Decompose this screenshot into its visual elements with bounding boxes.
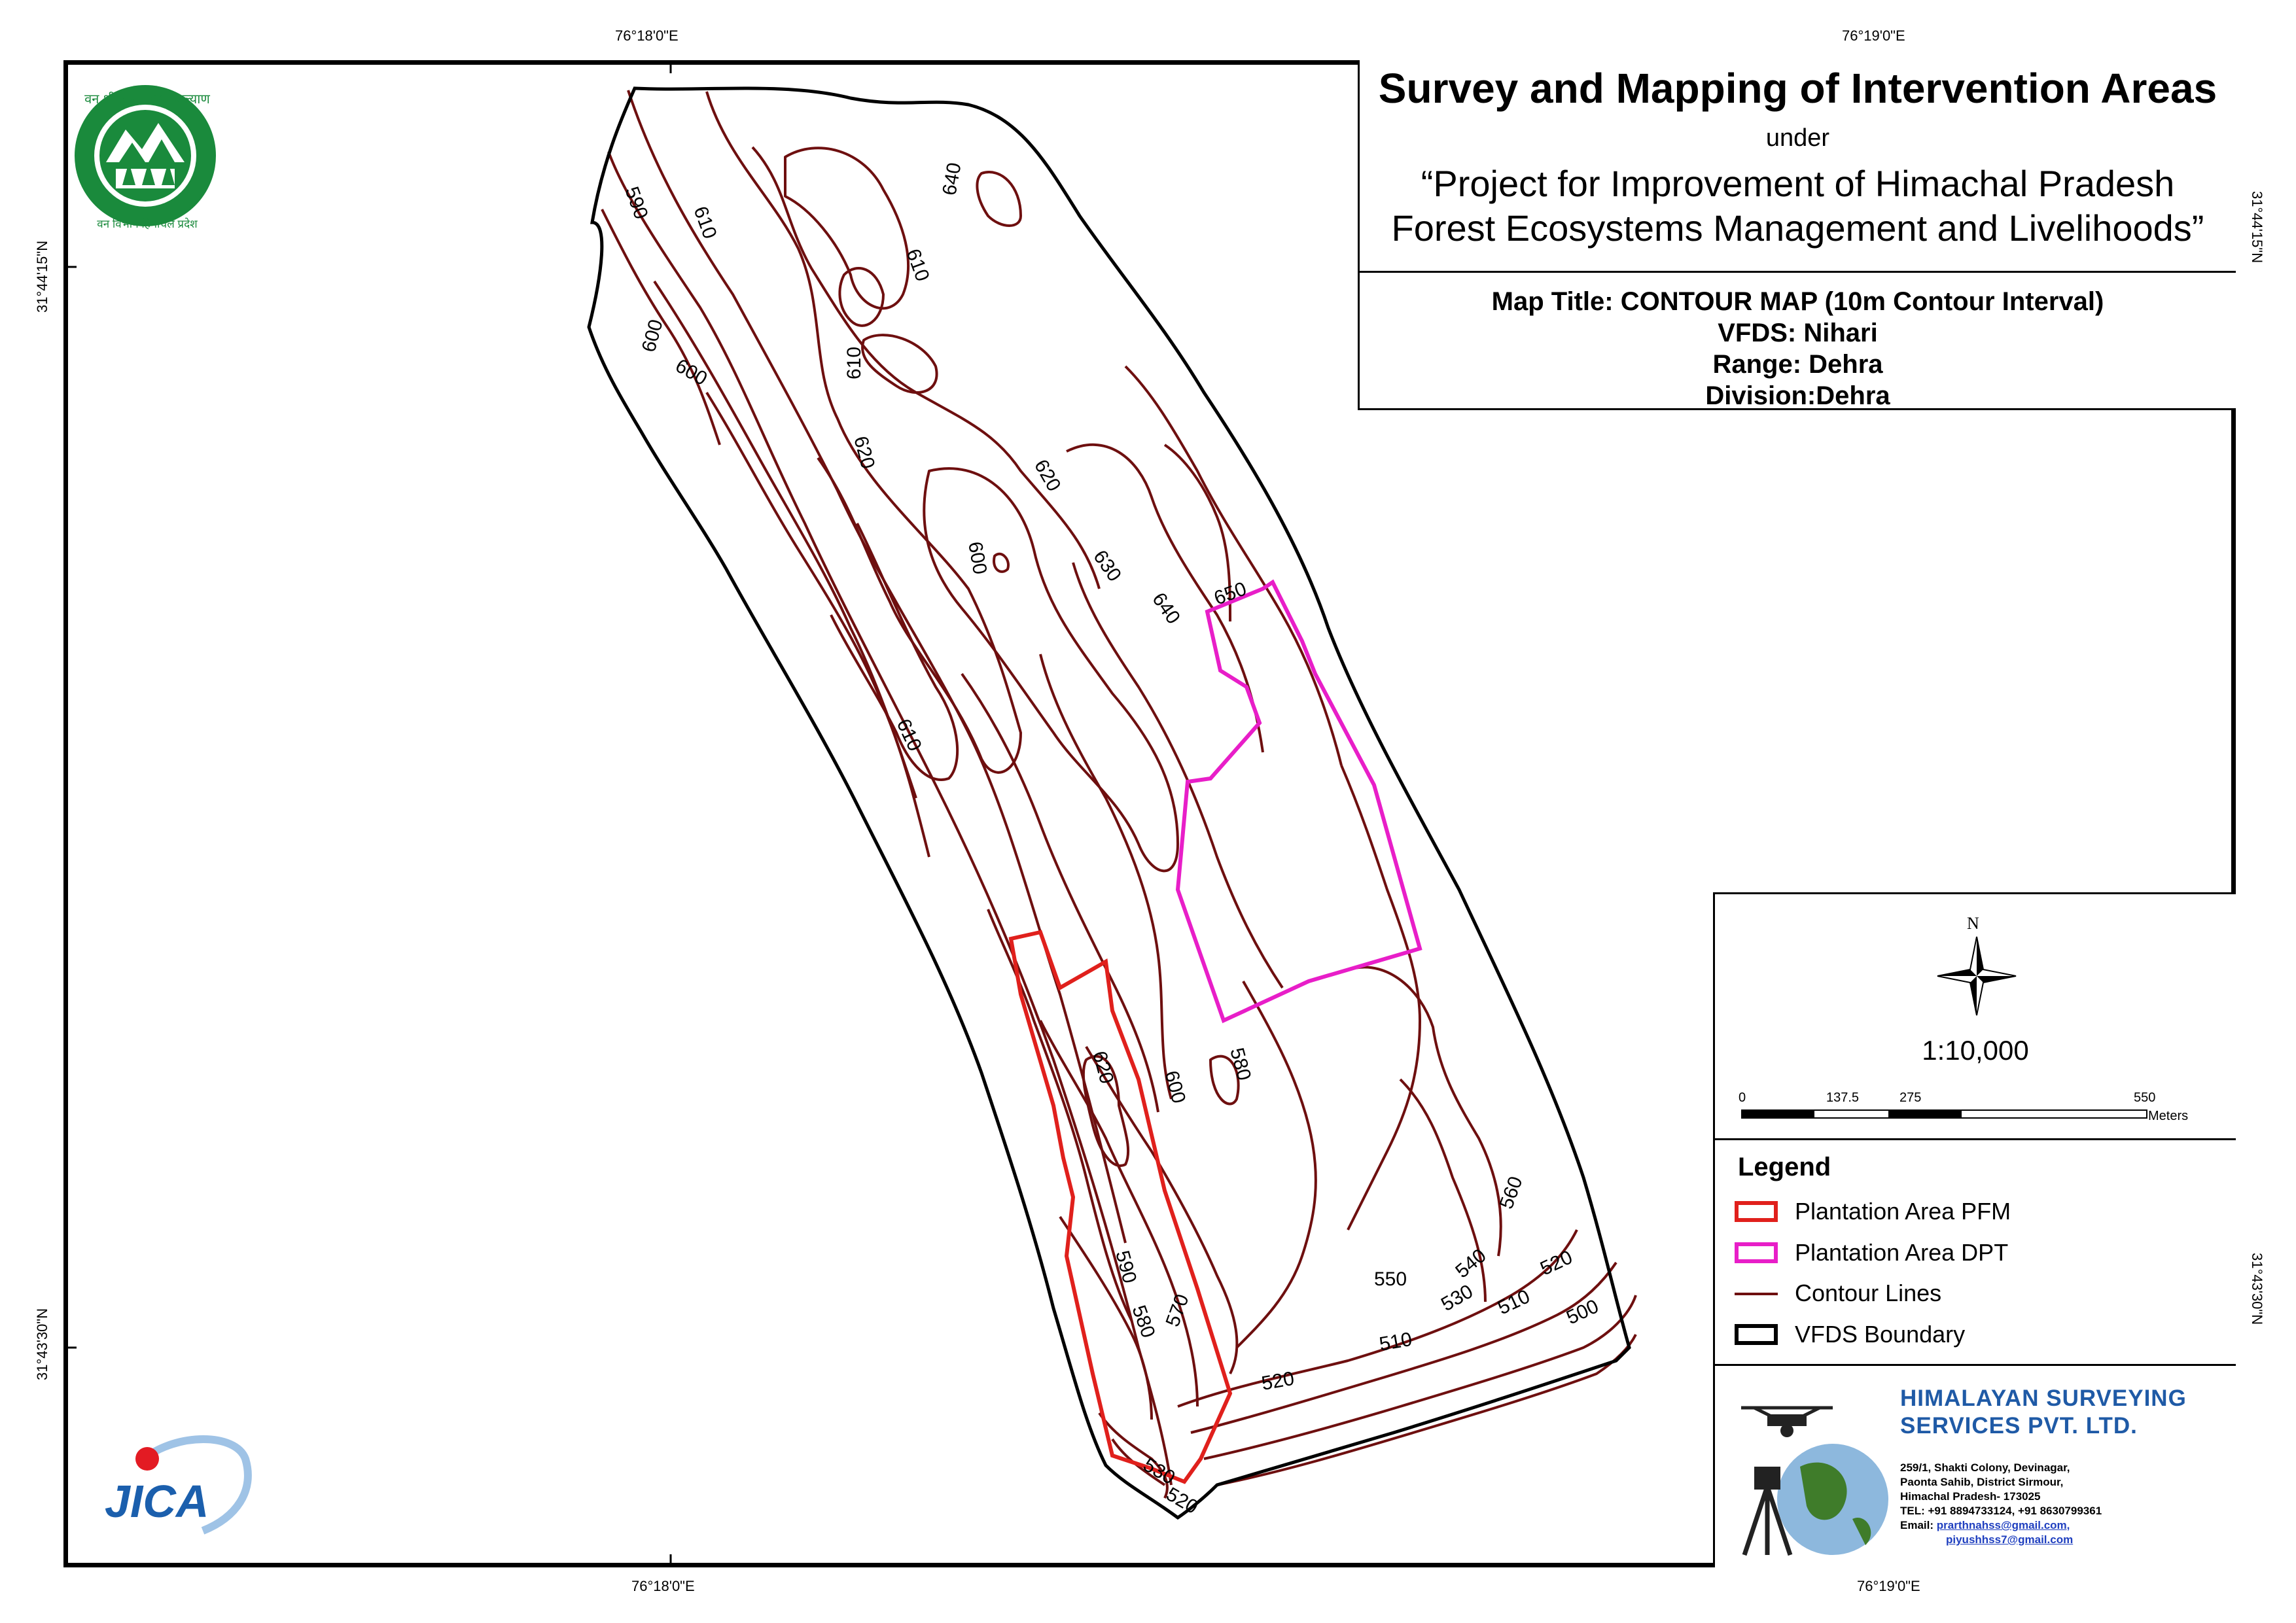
company-name: HIMALAYAN SURVEYING SERVICES PVT. LTD. xyxy=(1900,1385,2187,1440)
contour-label: 610 xyxy=(689,203,720,241)
division-name: Division:Dehra xyxy=(1705,381,1890,410)
legend-title: Legend xyxy=(1738,1153,1831,1181)
contour-label: 640 xyxy=(938,161,965,197)
north-arrow-icon xyxy=(1937,936,2017,1016)
company-name-line2: SERVICES PVT. LTD. xyxy=(1900,1413,2138,1439)
contour-label: 500 xyxy=(1563,1295,1602,1329)
company-address: 259/1, Shakti Colony, Devinagar, Paonta … xyxy=(1900,1461,2102,1547)
contour-label: 600 xyxy=(1160,1068,1190,1106)
plantation-area-pfm xyxy=(1008,930,1233,1484)
map-main-title: Survey and Mapping of Intervention Areas xyxy=(1378,65,2217,112)
contour-label: 600 xyxy=(638,317,667,355)
scale-tick-3: 550 xyxy=(2134,1091,2156,1105)
contour-label: 580 xyxy=(1226,1045,1255,1083)
contour-label: 520 xyxy=(1260,1368,1296,1395)
north-label: N xyxy=(1967,914,1979,933)
drone-icon xyxy=(1741,1406,1833,1437)
contour-label: 610 xyxy=(843,347,865,379)
company-name-line1: HIMALAYAN SURVEYING xyxy=(1900,1386,2187,1411)
map-title: Map Title: CONTOUR MAP (10m Contour Inte… xyxy=(1491,287,2104,316)
contour-label: 640 xyxy=(1148,589,1184,628)
forest-logo-caption-bottom: वन विभाग हिमाचल प्रदेश xyxy=(97,218,198,230)
vfds-boundary xyxy=(587,86,1631,1520)
lon-label-bottom-right: 76°19'0"E xyxy=(1857,1578,1920,1594)
contour-label: 510 xyxy=(1494,1285,1533,1319)
project-title-line1: “Project for Improvement of Himachal Pra… xyxy=(1421,163,2175,204)
contour-label: 550 xyxy=(1374,1268,1407,1290)
lon-label-top-left: 76°18'0"E xyxy=(615,27,679,44)
legend-swatch-boundary xyxy=(1735,1324,1778,1345)
address-line1: 259/1, Shakti Colony, Devinagar, xyxy=(1900,1461,2070,1474)
map-info: Map Title: CONTOUR MAP (10m Contour Inte… xyxy=(1360,286,2236,411)
email-label: Email: xyxy=(1900,1519,1934,1531)
scale-tick-1: 137.5 xyxy=(1826,1091,1860,1105)
contour-label: 630 xyxy=(1089,546,1125,585)
legend-item-dpt: Plantation Area DPT xyxy=(1735,1238,2008,1267)
email-row-2: piyushhss7@gmail.com xyxy=(1900,1533,2102,1547)
contour-label: 650 xyxy=(1211,578,1249,609)
panel-divider-1 xyxy=(1715,1138,2236,1140)
lon-label-bottom-left: 76°18'0"E xyxy=(631,1578,695,1594)
scale-unit: Meters xyxy=(2148,1109,2189,1123)
legend-item-contour: Contour Lines xyxy=(1735,1279,1941,1308)
project-title-line2: Forest Ecosystems Management and Livelih… xyxy=(1391,207,2204,249)
panel-divider-2 xyxy=(1715,1364,2236,1366)
title-under: under xyxy=(1765,124,1830,152)
contour-label: 570 xyxy=(1162,1291,1193,1329)
vfds-name: VFDS: Nihari xyxy=(1718,319,1878,347)
contour-lines xyxy=(601,90,1637,1499)
contour-label: 600 xyxy=(964,540,991,576)
forest-department-logo xyxy=(75,85,216,226)
contour-label: 560 xyxy=(1496,1174,1527,1212)
contour-label: 510 xyxy=(1377,1329,1413,1355)
title-block: Survey and Mapping of Intervention Areas… xyxy=(1358,60,2236,410)
scale-tick-2: 275 xyxy=(1899,1091,1922,1105)
legend-swatch-contour xyxy=(1735,1293,1778,1295)
contour-label: 590 xyxy=(620,184,652,222)
legend-label-dpt: Plantation Area DPT xyxy=(1795,1239,2009,1266)
jica-logo xyxy=(135,1435,252,1535)
contour-label: 530 xyxy=(1438,1280,1477,1316)
telephone: TEL: +91 8894733124, +91 8630799361 xyxy=(1900,1505,2102,1517)
legend-label-contour: Contour Lines xyxy=(1795,1280,1942,1306)
forest-logo-caption: वन श्री त्राण, विश्व कल्याण xyxy=(84,92,210,107)
contour-label: 620 xyxy=(849,434,879,471)
legend-item-pfm: Plantation Area PFM xyxy=(1735,1197,2011,1226)
contour-label: 620 xyxy=(1088,1049,1118,1086)
legend-label-pfm: Plantation Area PFM xyxy=(1795,1198,2011,1225)
company-logo xyxy=(1741,1406,1888,1556)
plantation-area-dpt xyxy=(1175,579,1422,1024)
project-title: “Project for Improvement of Himachal Pra… xyxy=(1360,162,2236,251)
scale-ratio: 1:10,000 xyxy=(1922,1035,2029,1066)
legend-swatch-pfm xyxy=(1735,1201,1778,1222)
scale-tick-0: 0 xyxy=(1739,1091,1746,1105)
tripod-icon xyxy=(1742,1485,1793,1556)
contour-label: 610 xyxy=(892,716,926,754)
email-link-2[interactable]: piyushhss7@gmail.com xyxy=(1946,1533,2074,1546)
range-name: Range: Dehra xyxy=(1712,350,1883,379)
title-divider xyxy=(1360,271,2236,273)
address-line2: Paonta Sahib, District Sirmour, xyxy=(1900,1476,2064,1488)
jica-wordmark: JICA xyxy=(105,1476,209,1527)
legend-swatch-dpt xyxy=(1735,1242,1778,1263)
lon-label-top-right: 76°19'0"E xyxy=(1842,27,1905,44)
legend-label-boundary: VFDS Boundary xyxy=(1795,1321,1966,1348)
email-row: Email: prarthnahss@gmail.com, xyxy=(1900,1518,2102,1533)
address-line3: Himachal Pradesh- 173025 xyxy=(1900,1490,2041,1503)
info-panel: N 1:10,000 0 137.5 275 550 Meters Legend… xyxy=(1713,892,2236,1567)
map-frame xyxy=(63,60,2236,1567)
email-link-1[interactable]: prarthnahss@gmail.com, xyxy=(1936,1519,2070,1531)
scale-bar xyxy=(1741,1109,2147,1119)
legend-item-boundary: VFDS Boundary xyxy=(1735,1320,1965,1349)
